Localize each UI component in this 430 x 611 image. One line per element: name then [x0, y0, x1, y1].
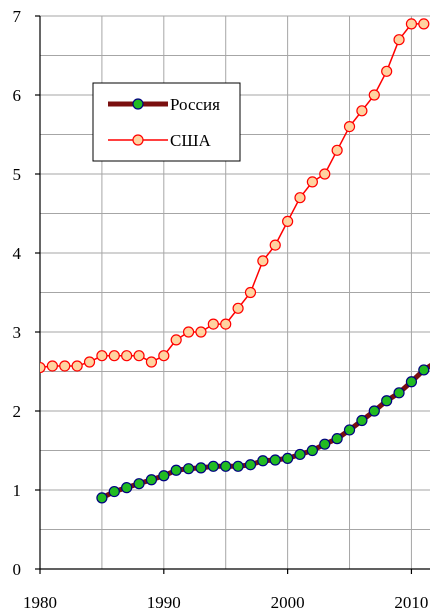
series-usa-point: [343, 120, 356, 133]
series-usa-point: [158, 350, 170, 362]
series-usa-point: [108, 350, 120, 362]
series-russia-point: [343, 424, 356, 436]
series-usa-point: [145, 356, 158, 368]
series-russia-line: [100, 363, 430, 501]
y-tick-label: 0: [13, 560, 22, 579]
series-russia-point: [244, 459, 257, 471]
series-usa-point: [356, 105, 368, 117]
series-russia-point: [282, 452, 294, 464]
series-russia-point: [381, 395, 393, 407]
series-russia-point: [133, 478, 145, 490]
y-tick-label: 2: [13, 402, 22, 421]
series-usa-point: [59, 360, 71, 372]
series-russia-point: [393, 387, 405, 399]
series-russia-point: [96, 492, 108, 504]
series-russia-point: [319, 438, 331, 450]
series-usa-point: [331, 144, 343, 156]
series-russia-point: [356, 414, 368, 427]
series-usa-point: [182, 326, 195, 338]
series-russia: [96, 363, 430, 504]
series-russia-point: [331, 433, 343, 445]
x-tick-label: 1990: [147, 593, 181, 611]
series-usa-point: [306, 176, 318, 188]
series-russia-point: [121, 482, 133, 494]
series-usa-point: [319, 168, 331, 180]
series-russia-point: [232, 460, 244, 472]
series-usa-point: [244, 286, 257, 299]
legend: Россия США: [92, 82, 241, 162]
series-usa-point: [46, 360, 58, 372]
series-usa-point: [381, 65, 393, 77]
series-russia-point: [182, 463, 195, 475]
legend-russia-marker-swatch: [132, 98, 144, 110]
series-usa-point: [368, 89, 380, 101]
series-usa-point: [282, 215, 294, 227]
series-russia-point: [269, 454, 281, 466]
tick-labels: 0 1 2 3 4 5 6 7 1980 1990 2000 2010: [13, 7, 429, 611]
legend-item-usa: США: [108, 131, 211, 150]
y-tick-label: 3: [13, 323, 22, 342]
series-russia-point: [368, 405, 380, 417]
series-usa-point: [40, 361, 46, 374]
series-usa-point: [418, 18, 430, 30]
series-usa-point: [83, 356, 96, 368]
series-usa-point: [405, 18, 418, 30]
axes: [35, 15, 430, 574]
y-tick-label: 5: [13, 165, 22, 184]
series-russia-point: [170, 464, 182, 476]
y-tick-label: 6: [13, 86, 22, 105]
series-usa-point: [269, 239, 281, 251]
series-russia-point: [145, 474, 158, 486]
x-tick-label: 1980: [23, 593, 57, 611]
series-usa-point: [393, 34, 405, 46]
series-usa-point: [232, 302, 244, 314]
legend-russia-label: Россия: [170, 95, 220, 114]
series-usa-line: [40, 23, 424, 369]
x-tick-label: 2010: [394, 593, 428, 611]
series-russia-point: [207, 460, 219, 472]
series-usa: [40, 18, 430, 374]
y-tick-label: 4: [13, 244, 22, 263]
x-tick-label: 2000: [271, 593, 305, 611]
series-usa-point: [195, 326, 207, 338]
series-russia-point: [294, 448, 306, 461]
series-usa-point: [294, 192, 306, 204]
series-usa-point: [220, 318, 232, 330]
legend-item-russia: Россия: [108, 95, 220, 114]
series-usa-point: [133, 350, 145, 362]
series-russia-point: [108, 485, 120, 498]
series-usa-point: [207, 318, 219, 330]
series-usa-point: [121, 350, 133, 362]
series-russia-point: [220, 460, 232, 472]
series-layer: [40, 18, 430, 504]
legend-usa-label: США: [170, 131, 211, 150]
y-tick-label: 7: [13, 7, 22, 26]
series-usa-point: [257, 255, 269, 267]
series-usa-point: [96, 350, 108, 362]
series-russia-point: [306, 444, 318, 457]
series-russia-point: [257, 455, 269, 467]
legend-box: [92, 82, 241, 162]
series-russia-point: [158, 470, 170, 482]
series-russia-point: [195, 462, 207, 474]
series-russia-point: [418, 364, 430, 376]
y-tick-label: 1: [13, 481, 22, 500]
series-russia-point: [405, 376, 418, 388]
legend-usa-marker-swatch: [132, 134, 144, 146]
series-usa-point: [71, 360, 83, 372]
series-usa-point: [170, 334, 182, 346]
